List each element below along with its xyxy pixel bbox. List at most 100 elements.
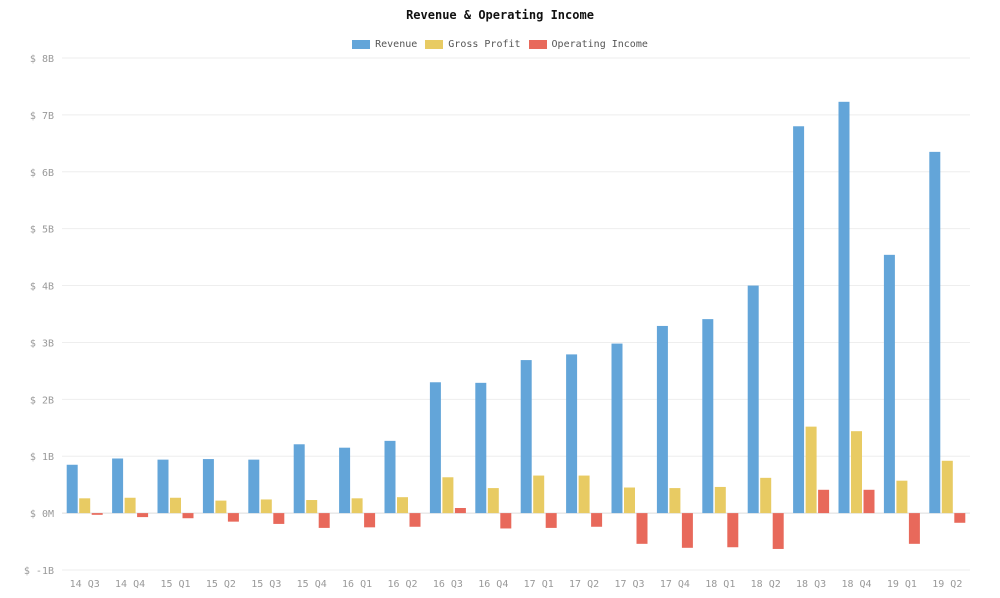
- bar-operating-income-16-Q2[interactable]: [409, 513, 421, 527]
- bar-operating-income-19-Q1[interactable]: [908, 513, 920, 544]
- legend-swatch: [528, 40, 547, 49]
- bar-gross-profit-16-Q1[interactable]: [351, 498, 363, 514]
- chart-title: Revenue & Operating Income: [406, 8, 594, 22]
- x-tick-label: 16 Q4: [478, 579, 508, 590]
- bar-gross-profit-18-Q4[interactable]: [851, 431, 862, 514]
- bar-revenue-17-Q4[interactable]: [656, 325, 668, 514]
- bar-operating-income-19-Q2[interactable]: [954, 513, 966, 523]
- x-tick-label: 15 Q1: [160, 579, 190, 590]
- bar-operating-income-15-Q1[interactable]: [182, 513, 194, 519]
- bar-operating-income-18-Q1[interactable]: [727, 513, 739, 548]
- bar-revenue-15-Q4[interactable]: [293, 444, 305, 514]
- x-tick-label: 17 Q4: [660, 579, 690, 590]
- x-tick-label: 15 Q2: [206, 579, 236, 590]
- bar-revenue-16-Q1[interactable]: [339, 447, 351, 514]
- bar-operating-income-18-Q3[interactable]: [818, 489, 830, 514]
- bar-revenue-18-Q2[interactable]: [747, 285, 759, 514]
- bar-revenue-18-Q1[interactable]: [702, 319, 714, 514]
- bar-gross-profit-15-Q4[interactable]: [306, 500, 318, 514]
- bar-operating-income-17-Q3[interactable]: [636, 513, 648, 544]
- legend: Revenue Gross Profit Operating Income: [0, 39, 1000, 50]
- x-tick-label: 14 Q3: [70, 579, 100, 590]
- x-tick-label: 15 Q4: [297, 579, 327, 590]
- x-tick-label: 17 Q2: [569, 579, 599, 590]
- x-tick-label: 19 Q1: [887, 579, 917, 590]
- bar-operating-income-16-Q3[interactable]: [454, 507, 466, 514]
- bar-gross-profit-16-Q4[interactable]: [487, 488, 499, 514]
- bar-gross-profit-17-Q1[interactable]: [533, 475, 545, 514]
- bar-gross-profit-18-Q3[interactable]: [805, 426, 817, 514]
- legend-item-revenue[interactable]: Revenue: [352, 39, 417, 50]
- bar-gross-profit-18-Q2[interactable]: [760, 477, 772, 514]
- bar-gross-profit-19-Q2[interactable]: [941, 460, 953, 514]
- bar-gross-profit-15-Q2[interactable]: [215, 500, 227, 514]
- bar-operating-income-17-Q1[interactable]: [545, 513, 557, 528]
- bar-gross-profit-15-Q3[interactable]: [260, 499, 272, 514]
- bar-revenue-17-Q3[interactable]: [611, 343, 623, 514]
- bar-operating-income-17-Q2[interactable]: [591, 513, 603, 527]
- bar-revenue-16-Q2[interactable]: [384, 440, 396, 514]
- x-tick-label: 18 Q4: [841, 579, 871, 590]
- bar-operating-income-14-Q3[interactable]: [91, 513, 103, 515]
- bar-revenue-15-Q3[interactable]: [248, 459, 260, 514]
- bar-revenue-16-Q4[interactable]: [475, 382, 487, 514]
- y-tick-label: $ 4B: [30, 282, 54, 293]
- legend-swatch: [352, 40, 371, 49]
- x-tick-label: 18 Q1: [705, 579, 735, 590]
- bar-gross-profit-14-Q3[interactable]: [79, 498, 91, 514]
- bar-revenue-19-Q2[interactable]: [929, 151, 941, 514]
- bar-operating-income-16-Q1[interactable]: [364, 513, 376, 528]
- bar-operating-income-15-Q3[interactable]: [273, 513, 285, 524]
- bar-operating-income-15-Q2[interactable]: [227, 513, 239, 522]
- y-tick-label: $ 6B: [30, 168, 54, 179]
- x-tick-label: 18 Q2: [751, 579, 781, 590]
- bar-revenue-18-Q4[interactable]: [838, 101, 850, 514]
- x-tick-label: 18 Q3: [796, 579, 826, 590]
- bar-gross-profit-18-Q1[interactable]: [714, 486, 726, 514]
- bar-gross-profit-17-Q4[interactable]: [669, 488, 681, 514]
- bar-revenue-14-Q4[interactable]: [112, 458, 124, 514]
- bar-revenue-17-Q1[interactable]: [520, 360, 532, 514]
- bar-operating-income-18-Q2[interactable]: [772, 513, 784, 549]
- x-tick-label: 14 Q4: [115, 579, 145, 590]
- bar-gross-profit-17-Q2[interactable]: [578, 475, 590, 514]
- legend-swatch: [425, 40, 444, 49]
- bar-revenue-19-Q1[interactable]: [883, 254, 895, 514]
- y-tick-label: $ 2B: [30, 395, 54, 406]
- bar-gross-profit-16-Q3[interactable]: [442, 477, 454, 514]
- bar-operating-income-15-Q4[interactable]: [318, 513, 330, 528]
- x-tick-label: 17 Q1: [524, 579, 554, 590]
- x-tick-label: 16 Q1: [342, 579, 372, 590]
- bar-operating-income-16-Q4[interactable]: [500, 513, 512, 529]
- legend-item-gross-profit[interactable]: Gross Profit: [425, 39, 521, 50]
- bar-revenue-15-Q2[interactable]: [202, 459, 214, 514]
- bar-revenue-16-Q3[interactable]: [429, 382, 441, 514]
- x-tick-label: 16 Q3: [433, 579, 463, 590]
- y-tick-label: $ 7B: [30, 111, 54, 122]
- bar-operating-income-18-Q4[interactable]: [863, 489, 875, 514]
- bar-revenue-18-Q3[interactable]: [793, 126, 805, 514]
- bar-revenue-14-Q3[interactable]: [66, 464, 78, 514]
- bar-revenue-17-Q2[interactable]: [566, 354, 578, 514]
- bar-gross-profit-19-Q1[interactable]: [896, 480, 908, 514]
- legend-item-operating-income[interactable]: Operating Income: [528, 39, 648, 50]
- bar-gross-profit-16-Q2[interactable]: [397, 497, 408, 514]
- bar-gross-profit-14-Q4[interactable]: [124, 497, 136, 514]
- legend-label: Revenue: [375, 39, 418, 50]
- bar-gross-profit-17-Q3[interactable]: [624, 487, 635, 514]
- bar-gross-profit-15-Q1[interactable]: [170, 497, 181, 514]
- y-tick-label: $ -1B: [24, 566, 54, 577]
- x-tick-label: 15 Q3: [251, 579, 281, 590]
- bar-operating-income-17-Q4[interactable]: [681, 513, 693, 548]
- y-tick-label: $ 0M: [30, 509, 54, 520]
- legend-label: Operating Income: [551, 39, 648, 50]
- bar-operating-income-14-Q4[interactable]: [137, 513, 149, 518]
- x-tick-label: 19 Q2: [932, 579, 962, 590]
- y-tick-label: $ 5B: [30, 225, 54, 236]
- legend-label: Gross Profit: [448, 39, 521, 50]
- y-tick-label: $ 1B: [30, 452, 54, 463]
- x-tick-label: 16 Q2: [387, 579, 417, 590]
- bar-revenue-15-Q1[interactable]: [157, 459, 169, 514]
